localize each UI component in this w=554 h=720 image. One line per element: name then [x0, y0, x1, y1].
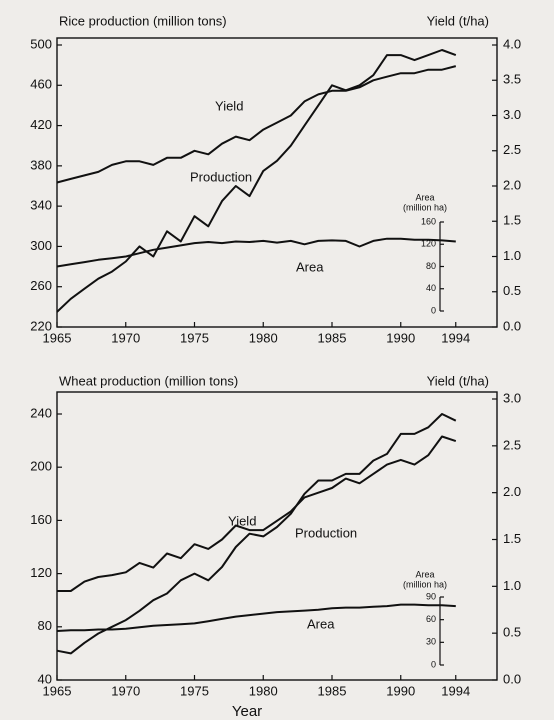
series-line	[56, 413, 457, 655]
area-axis-label: (million ha)	[403, 579, 447, 589]
area-axis-label: Area	[415, 192, 434, 202]
y-tick-label: 40	[38, 671, 52, 686]
y-tick-label: 240	[30, 405, 52, 420]
y-tick-label: 340	[30, 198, 52, 213]
y2-tick-label: 1.0	[503, 248, 521, 263]
y-tick-label: 420	[30, 117, 52, 132]
y2-tick-label: 4.0	[503, 36, 521, 51]
series-line	[56, 237, 456, 268]
series-label: Production	[295, 525, 357, 540]
y2-axis-label: Yield (t/ha)	[427, 373, 489, 388]
area-tick-label: 30	[426, 637, 436, 647]
y-tick-label: 300	[30, 238, 52, 253]
area-tick-label: 60	[426, 614, 436, 624]
series-label: Area	[296, 259, 324, 274]
y2-tick-label: 0.0	[503, 318, 521, 333]
y-tick-label: 380	[30, 157, 52, 172]
x-tick-label: 1990	[386, 683, 415, 698]
x-tick-label: 1965	[43, 330, 72, 345]
area-tick-label: 80	[426, 261, 436, 271]
y2-tick-label: 1.5	[503, 531, 521, 546]
area-tick-label: 90	[426, 591, 436, 601]
x-tick-label: 1970	[111, 683, 140, 698]
area-tick-label: 160	[421, 216, 436, 226]
x-tick-label: 1980	[249, 683, 278, 698]
y-tick-label: 200	[30, 459, 52, 474]
x-tick-label: 1985	[318, 683, 347, 698]
x-tick-label: 1985	[318, 330, 347, 345]
x-tick-label: 1980	[249, 330, 278, 345]
y2-tick-label: 2.0	[503, 484, 521, 499]
x-tick-label: 1975	[180, 330, 209, 345]
plot-frame	[56, 391, 498, 681]
y2-tick-label: 2.5	[503, 142, 521, 157]
area-tick-label: 120	[421, 239, 436, 249]
y-tick-label: 460	[30, 77, 52, 92]
series-line	[56, 65, 457, 184]
area-tick-label: 0	[431, 659, 436, 669]
y2-tick-label: 0.5	[503, 625, 521, 640]
y-tick-label: 500	[30, 36, 52, 51]
y2-tick-label: 1.5	[503, 213, 521, 228]
y-tick-label: 120	[30, 565, 52, 580]
x-tick-label: 1990	[386, 330, 415, 345]
series-line	[56, 603, 456, 632]
y2-tick-label: 3.0	[503, 390, 521, 405]
y2-tick-label: 3.0	[503, 107, 521, 122]
y-tick-label: 260	[30, 278, 52, 293]
y2-tick-label: 0.5	[503, 283, 521, 298]
x-axis-label: Year	[232, 703, 262, 720]
y2-tick-label: 3.5	[503, 72, 521, 87]
area-axis-label: Area	[415, 569, 434, 579]
x-tick-label: 1975	[180, 683, 209, 698]
series-label: Area	[307, 616, 335, 631]
y2-tick-label: 0.0	[503, 671, 521, 686]
area-axis-label: (million ha)	[403, 202, 447, 212]
series-label: Production	[190, 169, 252, 184]
x-tick-label: 1970	[111, 330, 140, 345]
y-tick-label: 160	[30, 512, 52, 527]
y2-tick-label: 2.0	[503, 177, 521, 192]
x-tick-label: 1994	[441, 330, 470, 345]
y2-tick-label: 2.5	[503, 437, 521, 452]
series-label: Yield	[215, 98, 243, 113]
area-tick-label: 0	[431, 305, 436, 315]
chart-title: Rice production (million tons)	[59, 13, 227, 28]
series-line	[57, 435, 457, 592]
x-tick-label: 1994	[441, 683, 470, 698]
area-tick-label: 40	[426, 283, 436, 293]
y2-tick-label: 1.0	[503, 578, 521, 593]
series-line	[56, 49, 457, 313]
x-tick-label: 1965	[43, 683, 72, 698]
y2-axis-label: Yield (t/ha)	[427, 13, 489, 28]
series-label: Yield	[228, 513, 256, 528]
chart-title: Wheat production (million tons)	[59, 373, 238, 388]
y-tick-label: 80	[38, 618, 52, 633]
y-tick-label: 220	[30, 318, 52, 333]
